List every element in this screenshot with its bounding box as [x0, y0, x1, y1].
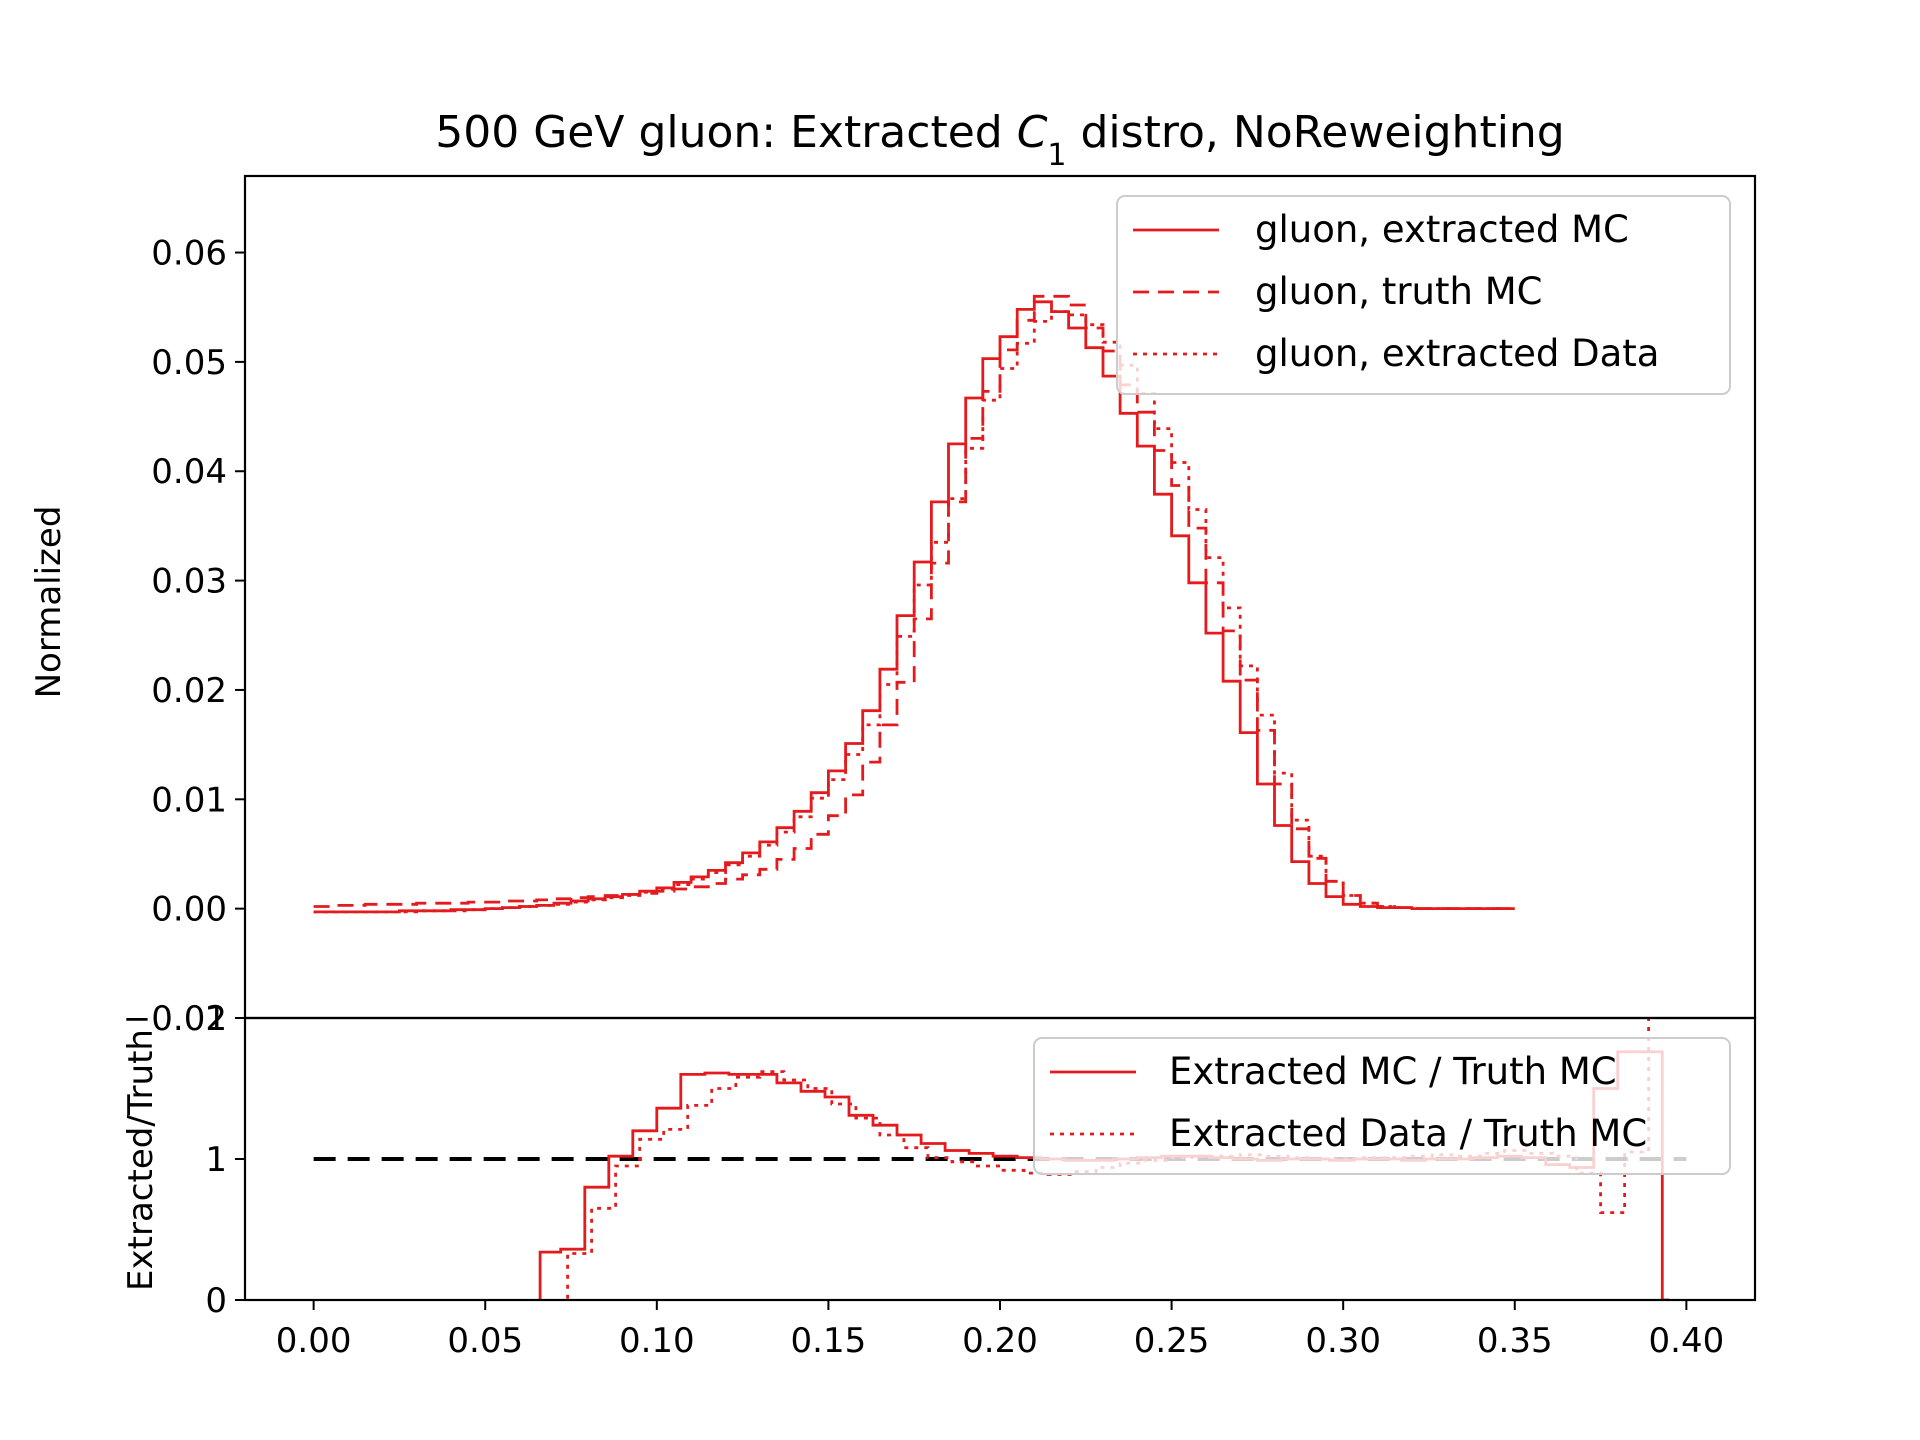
main-y-tick-label: 0.03	[151, 562, 227, 602]
series-line-gluon-extracted-mc	[313, 300, 1515, 914]
ratio-y-axis: 0 1 2	[205, 999, 245, 1321]
legend-label-gluon-truth-mc: gluon, truth MC	[1255, 270, 1542, 313]
x-tick-label: 0.15	[791, 1321, 867, 1361]
ratio-y-tick-label: 2	[205, 999, 227, 1039]
x-tick-label: 0.05	[447, 1321, 523, 1361]
main-legend: gluon, extracted MC gluon, truth MC gluon,…	[1116, 195, 1731, 395]
ratio-legend: Extracted MC / Truth MC Extracted Data / …	[1033, 1037, 1731, 1175]
x-tick-label: 0.25	[1134, 1321, 1210, 1361]
main-legend-box	[1116, 195, 1731, 395]
ratio-plot-panel: 0 1 2 0.00 0.05 0.10 0.15 0.20 0.25 0.30 0.35 0.40…	[121, 999, 1757, 1361]
legend-label-gluon-extracted-data: gluon, extracted Data	[1255, 332, 1659, 375]
main-plot-panel: −0.01 0.00 0.01 0.02 0.03 0.04 0.05 0.06 Normal…	[29, 174, 1757, 1039]
series-line-gluon-extracted-data	[313, 310, 1515, 914]
chart-title: 500 GeV gluon: Extracted C1 distro, NoRe…	[435, 107, 1565, 173]
main-series-group	[313, 294, 1515, 914]
main-y-tick-label: −0.01	[123, 999, 227, 1039]
x-tick-label: 0.30	[1305, 1321, 1381, 1361]
legend-label-gluon-extracted-mc: gluon, extracted MC	[1255, 208, 1629, 251]
ratio-y-axis-label: Extracted/Truth	[121, 1029, 161, 1291]
title-suffix: distro, NoReweighting	[1067, 107, 1565, 158]
main-y-tick-label: 0.04	[151, 452, 227, 492]
title-subscript: 1	[1047, 138, 1066, 173]
title-variable: C	[1017, 107, 1048, 158]
main-y-axis-label: Normalized	[29, 506, 69, 699]
ratio-legend-box	[1033, 1037, 1731, 1175]
x-tick-label: 0.10	[619, 1321, 695, 1361]
title-prefix: 500 GeV gluon: Extracted	[435, 107, 1016, 158]
x-tick-label: 0.40	[1649, 1321, 1725, 1361]
x-axis: 0.00 0.05 0.10 0.15 0.20 0.25 0.30 0.35 0.40	[276, 1300, 1724, 1361]
main-y-axis: −0.01 0.00 0.01 0.02 0.03 0.04 0.05 0.06	[123, 234, 245, 1039]
main-y-tick-label: 0.06	[151, 234, 227, 274]
main-y-tick-label: 0.01	[151, 780, 227, 820]
x-tick-label: 0.20	[962, 1321, 1038, 1361]
x-tick-label: 0.35	[1477, 1321, 1553, 1361]
main-y-tick-label: 0.02	[151, 671, 227, 711]
ratio-legend-label-extracted-data-truth-mc: Extracted Data / Truth MC	[1169, 1112, 1647, 1155]
main-y-tick-label: 0.05	[151, 343, 227, 383]
ratio-y-tick-label: 0	[205, 1281, 227, 1321]
main-y-tick-label: 0.00	[151, 890, 227, 930]
x-tick-label: 0.00	[276, 1321, 352, 1361]
ratio-y-tick-label: 1	[205, 1140, 227, 1180]
ratio-legend-label-extracted-mc-truth-mc: Extracted MC / Truth MC	[1169, 1050, 1617, 1093]
